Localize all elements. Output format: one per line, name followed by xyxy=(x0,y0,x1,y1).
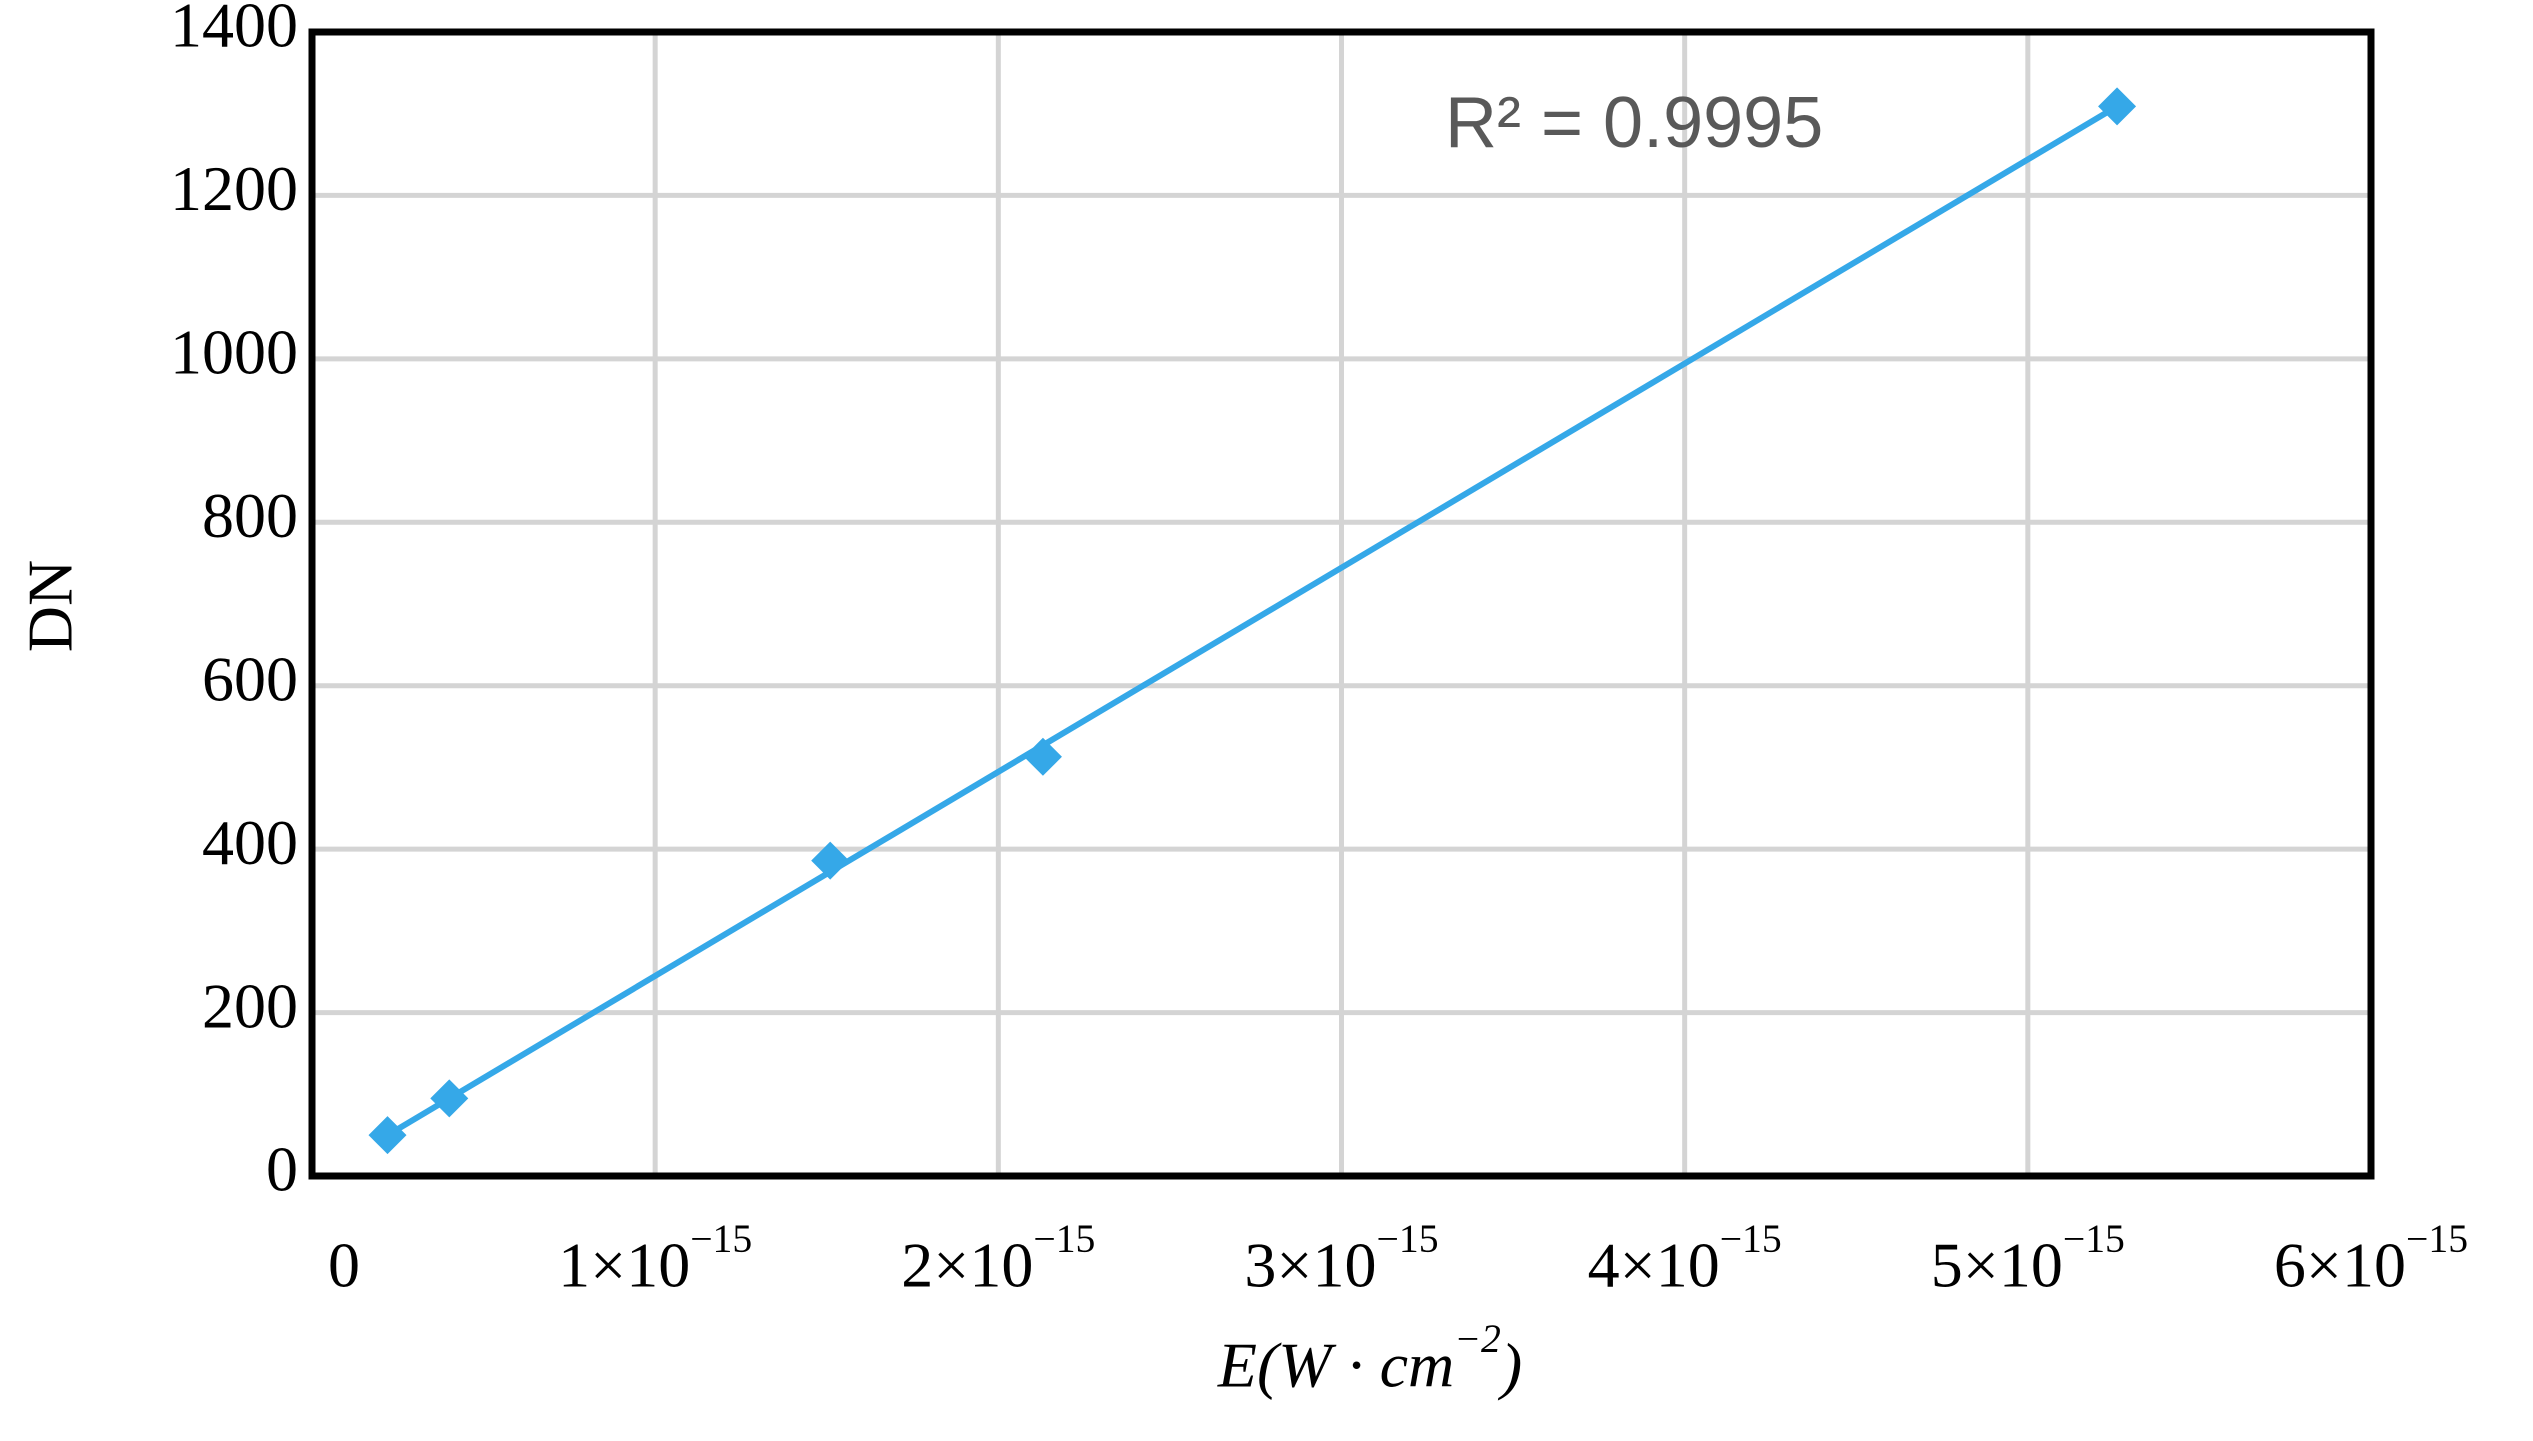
data-point xyxy=(811,841,850,880)
data-point xyxy=(1023,737,1062,776)
x-tick-label: 1×10−15 xyxy=(558,1217,752,1300)
data-point xyxy=(430,1079,469,1118)
y-tick-label: 600 xyxy=(202,643,298,714)
x-tick-label: 0 xyxy=(328,1230,360,1301)
x-tick-label: 4×10−15 xyxy=(1588,1217,1782,1300)
x-tick-label: 3×10−15 xyxy=(1244,1217,1438,1300)
data-point xyxy=(2098,87,2137,126)
x-axis-title: E(W · cm−2) xyxy=(1217,1317,1522,1400)
trendline xyxy=(385,103,2119,1138)
x-tick-label: 5×10−15 xyxy=(1931,1217,2125,1300)
y-tick-label: 1000 xyxy=(170,317,298,388)
y-tick-label: 800 xyxy=(202,480,298,551)
y-tick-label: 1400 xyxy=(170,0,298,61)
data-point xyxy=(368,1116,407,1155)
r-squared-annotation: R² = 0.9995 xyxy=(1445,83,1823,163)
plot-frame xyxy=(308,28,2375,1180)
y-tick-label: 200 xyxy=(202,970,298,1041)
x-tick-label: 6×10−15 xyxy=(2274,1217,2468,1300)
y-axis-title: DN xyxy=(15,560,86,652)
x-tick-label: 2×10−15 xyxy=(901,1217,1095,1300)
y-tick-label: 1200 xyxy=(170,153,298,224)
y-tick-label: 0 xyxy=(266,1134,298,1205)
y-tick-label: 400 xyxy=(202,807,298,878)
